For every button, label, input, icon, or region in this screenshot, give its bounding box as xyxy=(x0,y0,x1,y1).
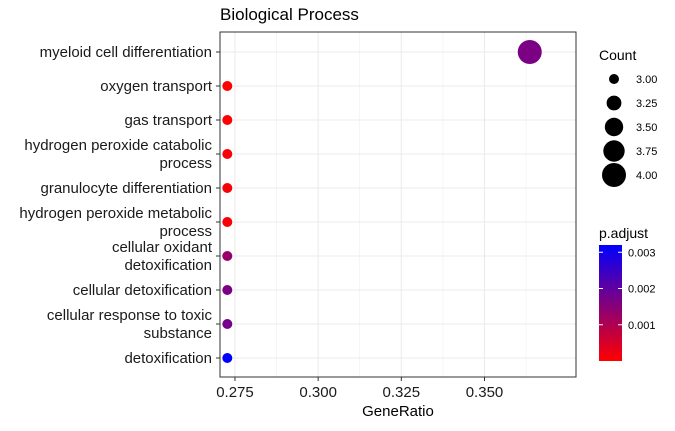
y-tick-label: hydrogen peroxide catabolic xyxy=(24,137,212,154)
legend-size-circle xyxy=(606,95,622,111)
y-tick-label: process xyxy=(159,155,212,172)
y-tick-label: hydrogen peroxide metabolic xyxy=(19,205,212,222)
x-axis: 0.275 0.300 0.325 0.350 xyxy=(216,377,503,401)
color-bar-label: 0.002 xyxy=(628,284,656,296)
chart-title: Biological Process xyxy=(220,5,359,24)
data-point xyxy=(222,217,233,227)
y-tick-label: granulocyte differentiation xyxy=(40,180,212,197)
legend-size-label: 3.25 xyxy=(636,98,657,110)
legend-size-label: 3.50 xyxy=(636,122,657,134)
y-tick-label: process xyxy=(159,223,212,240)
y-tick-label: cellular detoxification xyxy=(73,282,212,299)
data-point xyxy=(222,115,233,125)
data-point xyxy=(222,81,233,91)
y-tick-label: myeloid cell differentiation xyxy=(40,44,212,61)
plot-panel-border xyxy=(219,31,577,378)
data-point xyxy=(222,251,233,261)
x-tick-label: 0.325 xyxy=(383,384,421,401)
legend-title: p.adjust xyxy=(599,225,648,241)
y-tick-label: substance xyxy=(144,325,212,342)
legend-size-circle xyxy=(602,163,626,187)
legend-size-label: 3.00 xyxy=(636,74,657,86)
y-axis: myeloid cell differentiation oxygen trans… xyxy=(19,44,220,367)
y-tick-label: detoxification xyxy=(124,257,212,274)
legend-size-label: 4.00 xyxy=(636,170,657,182)
color-bar-label: 0.001 xyxy=(628,320,656,332)
plot-panel xyxy=(220,32,576,377)
y-tick-label: gas transport xyxy=(124,112,212,129)
legend-size-circle xyxy=(603,140,625,162)
legend-size-label: 3.75 xyxy=(636,146,657,158)
x-tick-label: 0.350 xyxy=(466,384,504,401)
legend-size-circle xyxy=(604,117,624,137)
color-bar-label: 0.003 xyxy=(628,247,656,259)
color-bar xyxy=(599,245,622,361)
x-tick-label: 0.300 xyxy=(299,384,337,401)
x-axis-title: GeneRatio xyxy=(362,403,434,420)
data-point xyxy=(517,40,542,64)
data-points xyxy=(222,40,542,363)
data-point xyxy=(222,285,233,295)
grid-lines xyxy=(220,32,576,377)
data-point xyxy=(222,149,233,159)
data-point xyxy=(222,183,233,193)
data-point xyxy=(222,353,233,363)
legend-title: Count xyxy=(599,47,636,63)
p-adjust-legend: p.adjust 0.001 0.002 0.003 xyxy=(599,225,656,361)
y-tick-label: cellular response to toxic xyxy=(47,307,213,324)
y-tick-label: detoxification xyxy=(124,350,212,367)
x-tick-label: 0.275 xyxy=(216,384,254,401)
y-tick-label: oxygen transport xyxy=(100,78,213,95)
legend-size-circle xyxy=(609,74,619,84)
y-tick-label: cellular oxidant xyxy=(112,239,213,256)
data-point xyxy=(222,319,233,329)
